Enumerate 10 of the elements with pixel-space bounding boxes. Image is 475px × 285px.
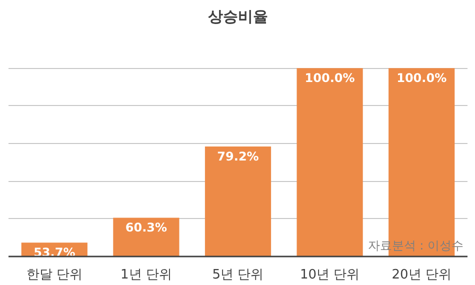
chart-title: 상승비율 [208,8,268,26]
x-tick-label: 10년 단위 [300,268,360,282]
x-tick-label: 5년 단위 [212,268,264,282]
data-label: 100.0% [396,71,447,86]
data-label: 100.0% [304,71,355,86]
x-tick-label: 20년 단위 [392,268,452,282]
x-tick-label: 한달 단위 [26,268,82,282]
x-tick-label: 1년 단위 [120,268,172,282]
data-label: 60.3% [125,220,168,235]
data-label: 79.2% [217,150,259,164]
